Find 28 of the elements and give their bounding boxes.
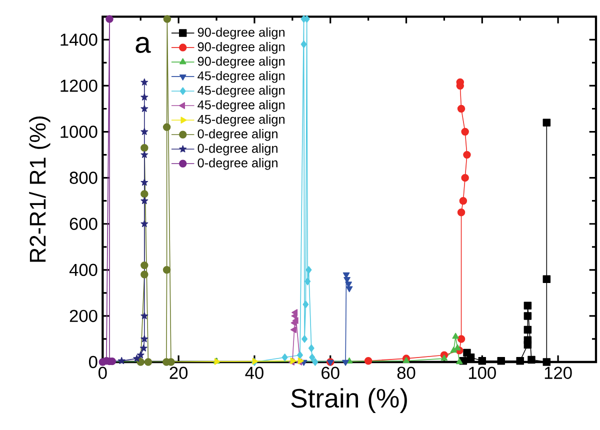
y-axis-title: R2-R1/ R1 (%) [29,116,50,262]
y-tick-label: 1000 [60,126,98,138]
y-tick-label: 200 [70,310,98,322]
legend-label: 45-degree align [198,114,284,126]
legend-label: 90-degree align [198,56,284,68]
y-tick-label: 0 [88,356,98,368]
y-tick-label: 1200 [60,80,98,92]
legend-label: 0-degree align [198,129,278,141]
legend-label: 0-degree align [198,158,278,170]
x-tick-label: 80 [397,366,416,379]
y-tick-label: 1400 [60,34,98,46]
y-tick-label: 600 [70,218,98,230]
x-axis-title: Strain (%) [291,388,407,413]
legend-label: 45-degree align [198,100,284,112]
x-tick-label: 100 [469,366,496,379]
legend-label: 0-degree align [198,144,278,156]
legend-label: 45-degree align [198,86,284,98]
legend-label: 90-degree align [198,42,284,54]
x-tick-label: 120 [544,366,572,379]
legend-label: 45-degree align [198,70,284,83]
y-tick-label: 400 [69,264,98,276]
annotation: a [136,36,151,53]
x-tick-label: 60 [322,366,340,379]
x-tick-label: 40 [245,366,264,379]
y-tick-label: 800 [70,172,98,184]
x-tick-label: 0 [98,366,107,379]
x-tick-label: 20 [170,366,188,379]
legend-label: 90-degree align [198,27,284,40]
